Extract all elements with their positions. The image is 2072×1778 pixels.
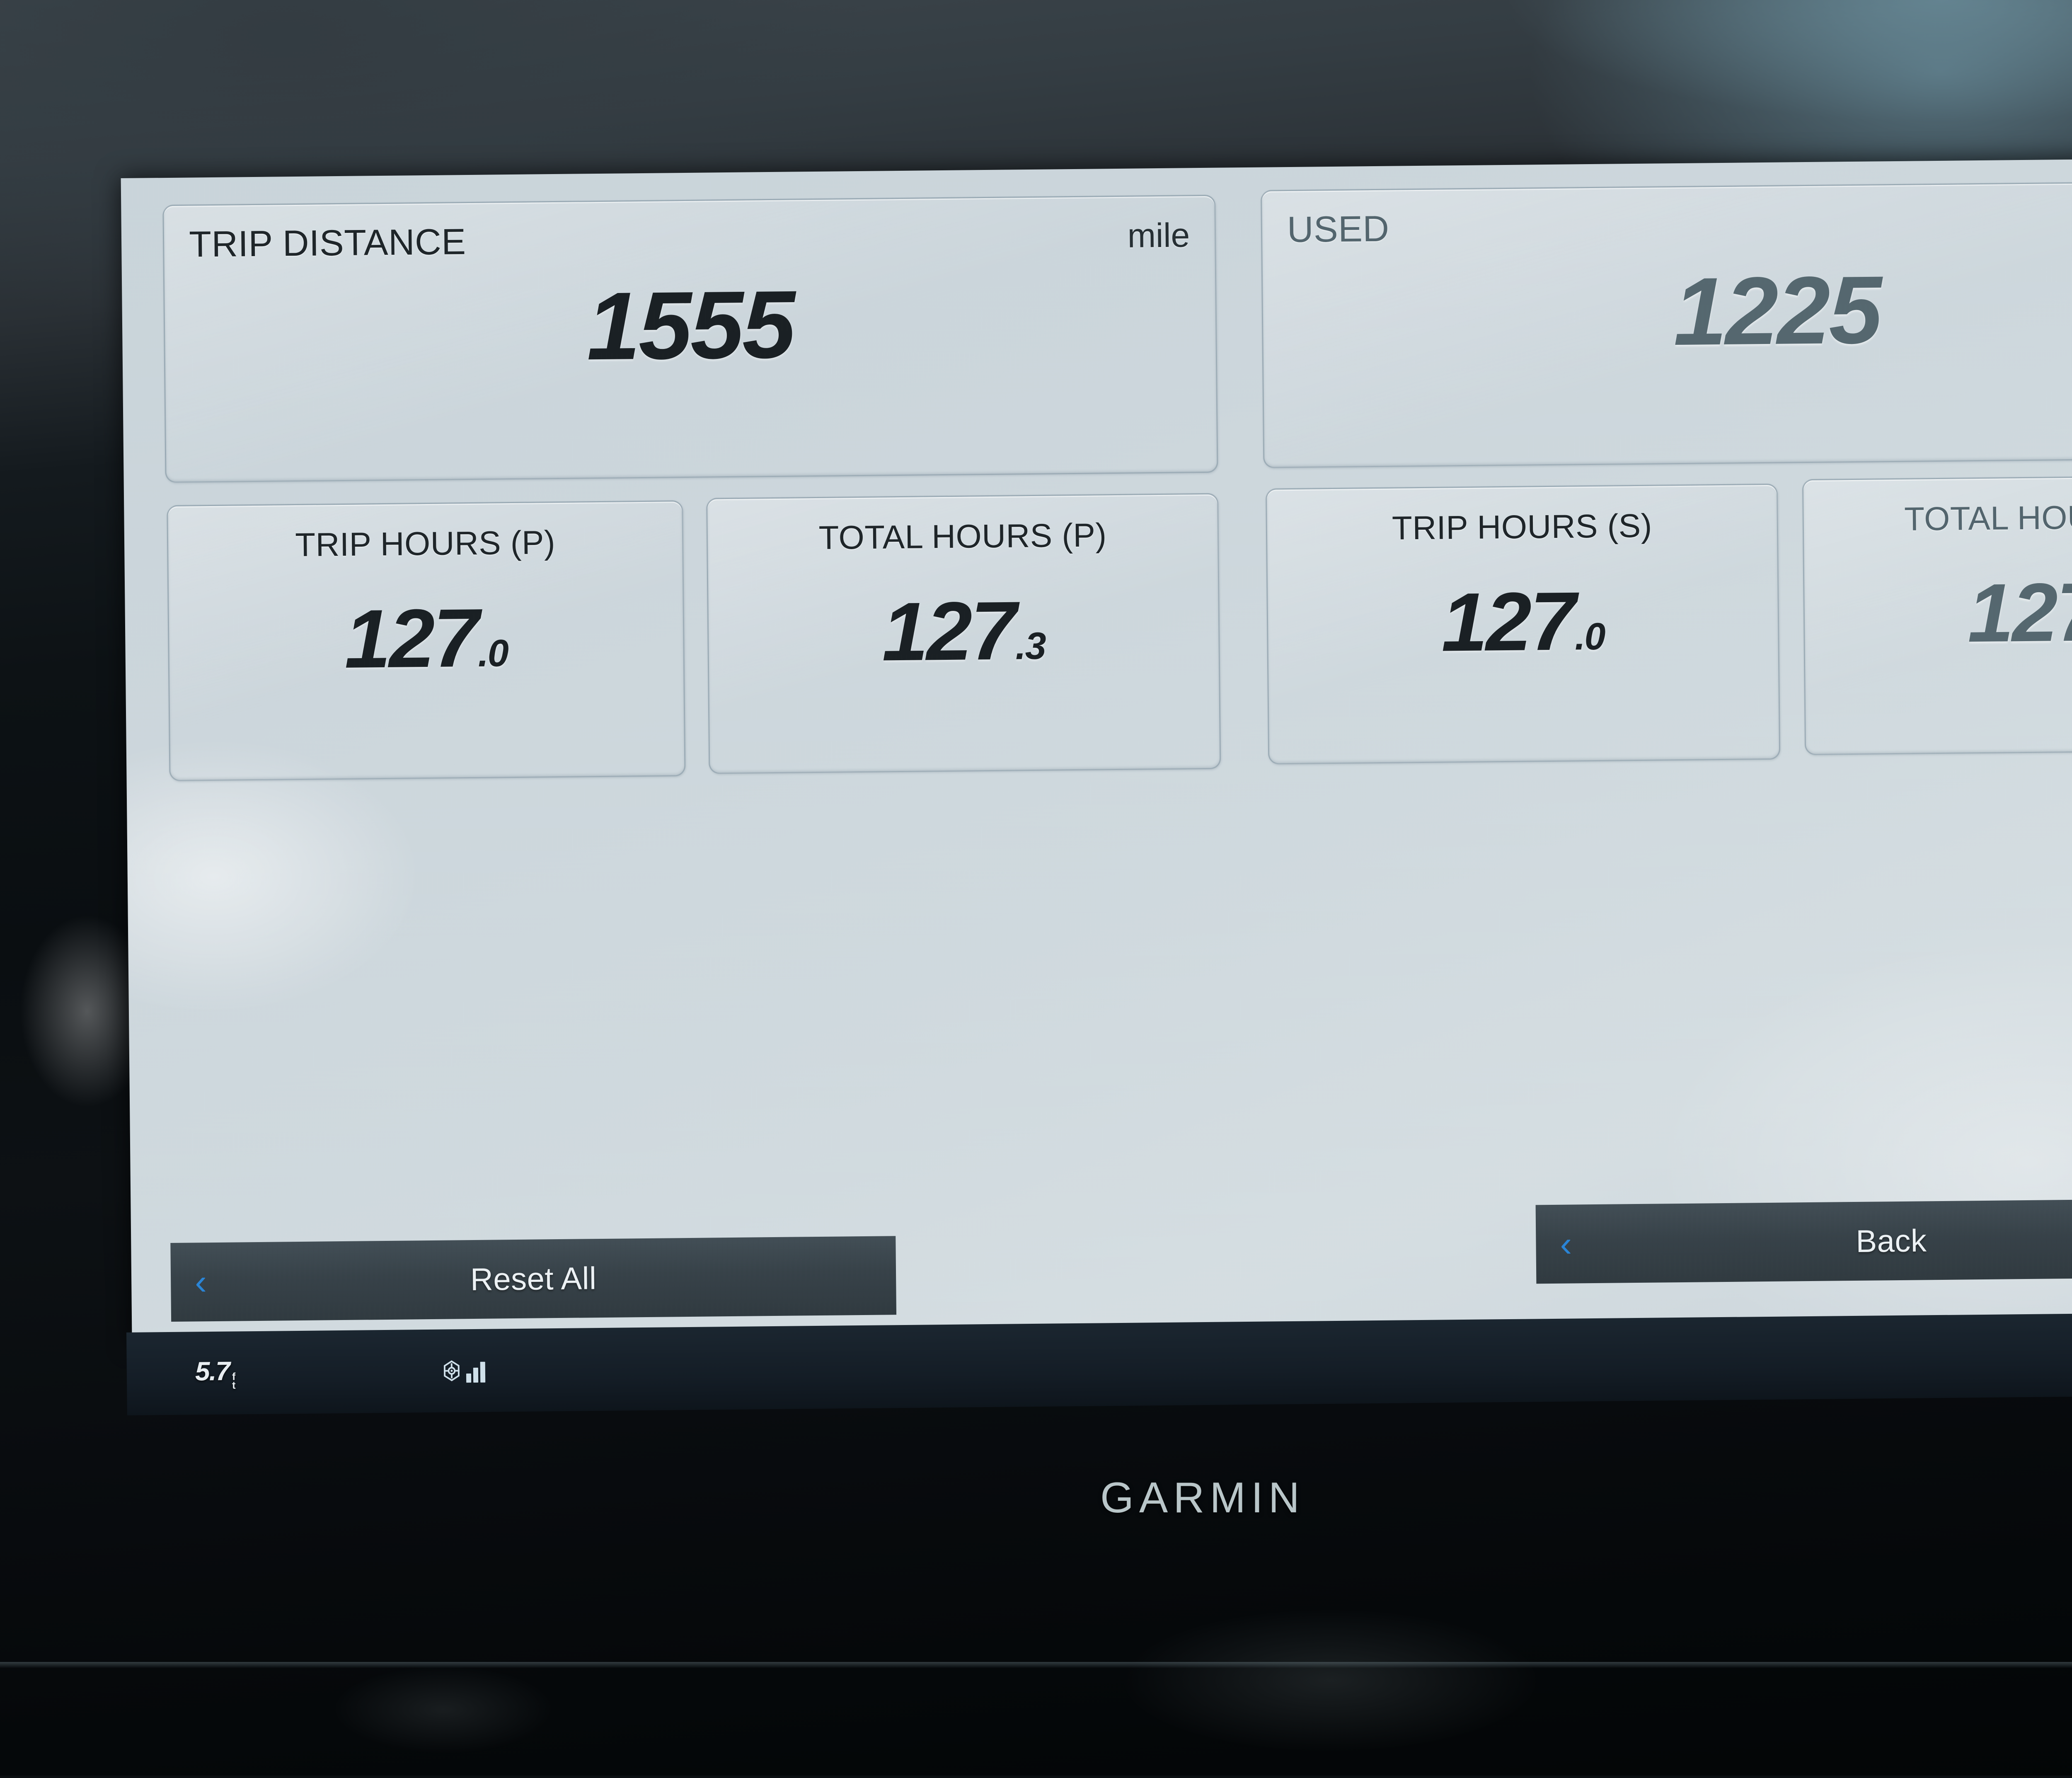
garmin-logo: GARMIN bbox=[1100, 1474, 1305, 1522]
tile-trip-distance-label: TRIP DISTANCE bbox=[189, 221, 466, 265]
depth-readout[interactable]: 5.7 f t bbox=[195, 1356, 236, 1392]
tile-trip-hours-starboard[interactable]: TRIP HOURS (S) 127.0 bbox=[1265, 483, 1781, 765]
depth-value: 5.7 bbox=[195, 1356, 230, 1386]
tile-total-hours-starboard-value: 127.3 bbox=[1967, 566, 2072, 660]
tile-trip-distance[interactable]: TRIP DISTANCE mile 1555 bbox=[162, 194, 1218, 483]
reset-all-label: Reset All bbox=[470, 1260, 597, 1297]
tile-trip-distance-value: 1555 bbox=[586, 271, 794, 380]
tile-used-value: 1225 bbox=[1673, 256, 1881, 366]
tile-trip-distance-unit: mile bbox=[1127, 216, 1190, 255]
back-label: Back bbox=[1856, 1223, 1927, 1259]
lcd-screen: TRIP DISTANCE mile 1555 USED gal 1225 TR… bbox=[121, 157, 2072, 1343]
tile-total-hours-port-value: 127.3 bbox=[881, 584, 1046, 678]
bezel-glare-bottom bbox=[995, 1583, 1740, 1778]
gps-signal-indicator[interactable] bbox=[440, 1359, 486, 1383]
tile-total-hours-starboard-label: TOTAL HOURS (S) bbox=[1904, 498, 2072, 538]
tile-trip-hours-starboard-value: 127.0 bbox=[1440, 575, 1605, 669]
tile-trip-hours-port-value: 127.0 bbox=[344, 591, 508, 686]
chevron-left-icon: ‹ bbox=[1560, 1224, 1572, 1264]
bezel-seam bbox=[0, 1662, 2072, 1668]
back-button[interactable]: ‹ Back bbox=[1535, 1198, 2072, 1284]
tile-total-hours-port[interactable]: TOTAL HOURS (P) 127.3 bbox=[706, 493, 1221, 774]
chevron-left-icon: ‹ bbox=[194, 1262, 207, 1302]
tile-total-hours-starboard[interactable]: TOTAL HOURS (S) 127.3 bbox=[1802, 474, 2072, 756]
status-bar: 5.7 f t bbox=[126, 1312, 2072, 1415]
tile-trip-hours-starboard-label: TRIP HOURS (S) bbox=[1392, 507, 1653, 547]
tile-total-hours-port-label: TOTAL HOURS (P) bbox=[818, 516, 1107, 556]
signal-strength-bars bbox=[466, 1361, 486, 1383]
trip-fuel-panel: TRIP DISTANCE mile 1555 USED gal 1225 TR… bbox=[121, 157, 2072, 1343]
tile-trip-hours-port-label: TRIP HOURS (P) bbox=[295, 524, 556, 564]
tile-trip-hours-port[interactable]: TRIP HOURS (P) 127.0 bbox=[167, 500, 686, 781]
tile-used[interactable]: USED gal 1225 bbox=[1261, 180, 2072, 468]
gauge-grid: TRIP DISTANCE mile 1555 USED gal 1225 TR… bbox=[144, 170, 2072, 781]
gps-satellite-icon bbox=[443, 1360, 460, 1381]
reset-all-button[interactable]: ‹ Reset All bbox=[170, 1236, 897, 1322]
depth-unit: f t bbox=[232, 1371, 236, 1392]
tile-used-label: USED bbox=[1287, 208, 1389, 250]
